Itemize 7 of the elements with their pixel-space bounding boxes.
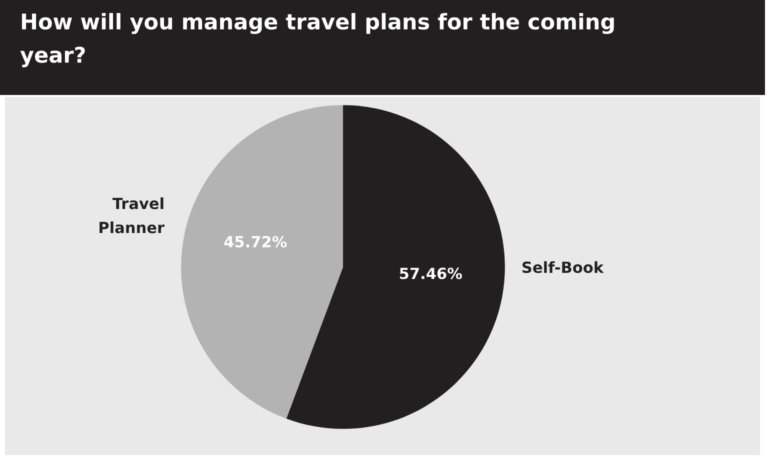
chart-title: How will you manage travel plans for the coming year?	[20, 13, 614, 68]
pie-slice	[286, 105, 505, 429]
data-label: 57.46%	[400, 268, 462, 280]
slice-label: Travel Planner	[100, 197, 165, 234]
pie-slice	[181, 105, 343, 419]
data-label: 45.72%	[224, 236, 287, 248]
slice-label: Self-Book	[522, 261, 604, 274]
